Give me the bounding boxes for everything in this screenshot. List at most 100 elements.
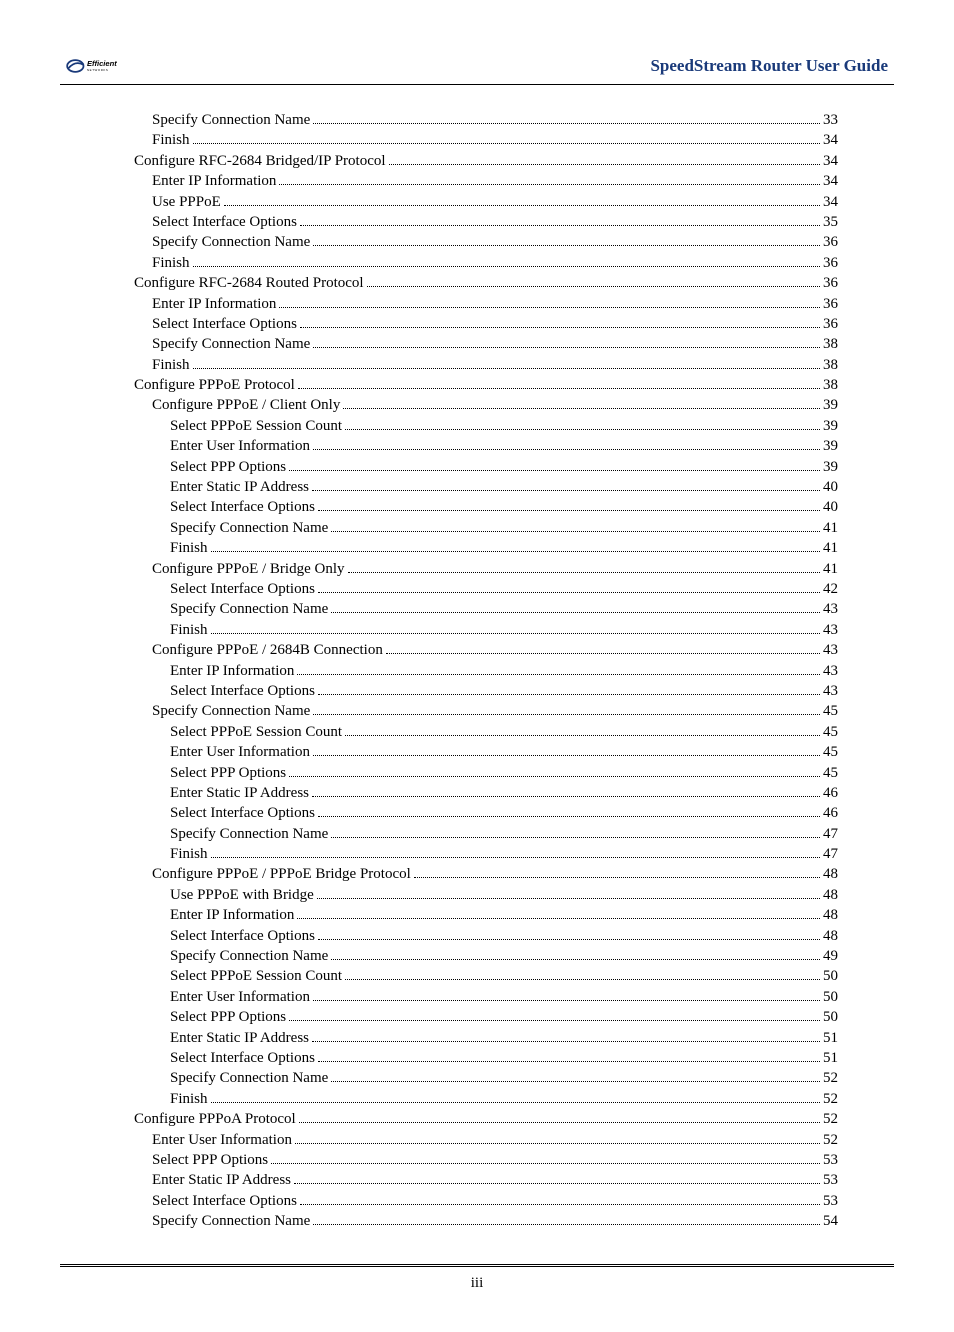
toc-leader-dots	[193, 368, 820, 369]
toc-entry[interactable]: Finish43	[116, 621, 838, 639]
brand-logo: Efficient NETWORKS	[66, 54, 136, 78]
toc-entry-page: 38	[823, 356, 838, 374]
toc-entry[interactable]: Select PPPoE Session Count50	[116, 967, 838, 985]
toc-entry-page: 40	[823, 478, 838, 496]
toc-entry[interactable]: Configure PPPoA Protocol 52	[116, 1110, 838, 1128]
toc-entry[interactable]: Select Interface Options53	[116, 1192, 838, 1210]
toc-entry-title: Enter Static IP Address	[170, 784, 309, 802]
toc-entry[interactable]: Configure PPPoE Protocol38	[116, 376, 838, 394]
efficient-networks-logo-icon: Efficient NETWORKS	[66, 54, 136, 78]
toc-entry[interactable]: Enter Static IP Address 40	[116, 478, 838, 496]
toc-entry[interactable]: Configure PPPoE / Bridge Only41	[116, 560, 838, 578]
toc-entry[interactable]: Select PPP Options45	[116, 764, 838, 782]
toc-entry[interactable]: Configure PPPoE / 2684B Connection43	[116, 641, 838, 659]
toc-entry[interactable]: Configure RFC-2684 Bridged/IP Protocol34	[116, 152, 838, 170]
toc-entry-page: 49	[823, 947, 838, 965]
toc-entry[interactable]: Configure RFC-2684 Routed Protocol36	[116, 274, 838, 292]
toc-entry[interactable]: Select Interface Options51	[116, 1049, 838, 1067]
toc-leader-dots	[289, 776, 820, 777]
toc-entry[interactable]: Select Interface Options48	[116, 927, 838, 945]
toc-entry[interactable]: Select PPPoE Session Count45	[116, 723, 838, 741]
toc-leader-dots	[211, 1102, 820, 1103]
toc-entry-page: 43	[823, 600, 838, 618]
toc-entry-title: Configure PPPoA Protocol	[134, 1110, 296, 1128]
toc-leader-dots	[300, 1204, 820, 1205]
toc-entry-page: 45	[823, 702, 838, 720]
toc-entry-page: 52	[823, 1110, 838, 1128]
toc-entry-page: 46	[823, 804, 838, 822]
toc-entry[interactable]: Specify Connection Name52	[116, 1069, 838, 1087]
toc-entry[interactable]: Select Interface Options36	[116, 315, 838, 333]
toc-leader-dots	[299, 1122, 820, 1123]
toc-entry[interactable]: Select PPP Options53	[116, 1151, 838, 1169]
toc-entry[interactable]: Select Interface Options 42	[116, 580, 838, 598]
toc-entry[interactable]: Finish41	[116, 539, 838, 557]
toc-entry[interactable]: Finish 38	[116, 356, 838, 374]
toc-entry[interactable]: Enter Static IP Address46	[116, 784, 838, 802]
toc-entry[interactable]: Enter Static IP Address51	[116, 1029, 838, 1047]
toc-entry[interactable]: Specify Connection Name47	[116, 825, 838, 843]
toc-entry[interactable]: Select Interface Options40	[116, 498, 838, 516]
toc-entry[interactable]: Specify Connection Name43	[116, 600, 838, 618]
toc-entry-title: Configure PPPoE / PPPoE Bridge Protocol	[152, 865, 411, 883]
toc-entry[interactable]: Finish36	[116, 254, 838, 272]
toc-entry-title: Select PPP Options	[170, 764, 286, 782]
toc-entry[interactable]: Enter IP Information36	[116, 295, 838, 313]
toc-entry[interactable]: Finish52	[116, 1090, 838, 1108]
toc-leader-dots	[331, 1081, 820, 1082]
toc-leader-dots	[345, 735, 820, 736]
svg-text:NETWORKS: NETWORKS	[87, 68, 108, 72]
toc-entry[interactable]: Enter User Information39	[116, 437, 838, 455]
toc-leader-dots	[298, 388, 820, 389]
toc-entry-title: Select PPPoE Session Count	[170, 967, 342, 985]
toc-entry[interactable]: Select PPP Options39	[116, 458, 838, 476]
toc-entry[interactable]: Finish47	[116, 845, 838, 863]
toc-entry-title: Enter IP Information	[170, 662, 294, 680]
toc-entry[interactable]: Select PPPoE Session Count39	[116, 417, 838, 435]
toc-entry[interactable]: Specify Connection Name41	[116, 519, 838, 537]
toc-leader-dots	[312, 1041, 820, 1042]
toc-entry[interactable]: Specify Connection Name38	[116, 335, 838, 353]
toc-leader-dots	[386, 653, 820, 654]
toc-entry[interactable]: Enter IP Information48	[116, 906, 838, 924]
toc-entry-title: Finish	[152, 356, 190, 374]
toc-entry-page: 41	[823, 519, 838, 537]
toc-leader-dots	[318, 939, 820, 940]
toc-entry[interactable]: Select Interface Options35	[116, 213, 838, 231]
toc-leader-dots	[331, 612, 820, 613]
toc-entry[interactable]: Specify Connection Name33	[116, 111, 838, 129]
toc-entry-title: Select Interface Options	[170, 804, 315, 822]
toc-entry[interactable]: Configure PPPoE / PPPoE Bridge Protocol4…	[116, 865, 838, 883]
toc-entry-page: 47	[823, 845, 838, 863]
toc-entry[interactable]: Enter User Information50	[116, 988, 838, 1006]
toc-entry[interactable]: Specify Connection Name54	[116, 1212, 838, 1230]
toc-entry[interactable]: Finish34	[116, 131, 838, 149]
page-header: Efficient NETWORKS SpeedStream Router Us…	[60, 54, 894, 85]
toc-entry[interactable]: Enter User Information52	[116, 1131, 838, 1149]
toc-leader-dots	[211, 857, 820, 858]
toc-entry-title: Enter Static IP Address	[170, 478, 309, 496]
toc-entry-page: 42	[823, 580, 838, 598]
toc-leader-dots	[313, 1000, 820, 1001]
toc-entry[interactable]: Use PPPoE with Bridge48	[116, 886, 838, 904]
toc-entry[interactable]: Specify Connection Name36	[116, 233, 838, 251]
toc-entry[interactable]: Enter User Information45	[116, 743, 838, 761]
toc-entry[interactable]: Use PPPoE34	[116, 193, 838, 211]
toc-leader-dots	[348, 572, 820, 573]
toc-entry[interactable]: Enter IP Information43	[116, 662, 838, 680]
toc-entry[interactable]: Specify Connection Name45	[116, 702, 838, 720]
toc-entry-title: Specify Connection Name	[170, 1069, 328, 1087]
toc-entry[interactable]: Configure PPPoE / Client Only39	[116, 396, 838, 414]
toc-entry-title: Select Interface Options	[170, 580, 315, 598]
toc-entry[interactable]: Enter IP Information34	[116, 172, 838, 190]
toc-entry-page: 51	[823, 1049, 838, 1067]
toc-entry-page: 52	[823, 1090, 838, 1108]
toc-entry-title: Select Interface Options	[152, 213, 297, 231]
toc-entry[interactable]: Select PPP Options50	[116, 1008, 838, 1026]
toc-entry[interactable]: Select Interface Options 46	[116, 804, 838, 822]
toc-entry-page: 48	[823, 906, 838, 924]
toc-entry[interactable]: Specify Connection Name49	[116, 947, 838, 965]
toc-entry-page: 54	[823, 1212, 838, 1230]
toc-entry[interactable]: Select Interface Options43	[116, 682, 838, 700]
toc-entry[interactable]: Enter Static IP Address53	[116, 1171, 838, 1189]
